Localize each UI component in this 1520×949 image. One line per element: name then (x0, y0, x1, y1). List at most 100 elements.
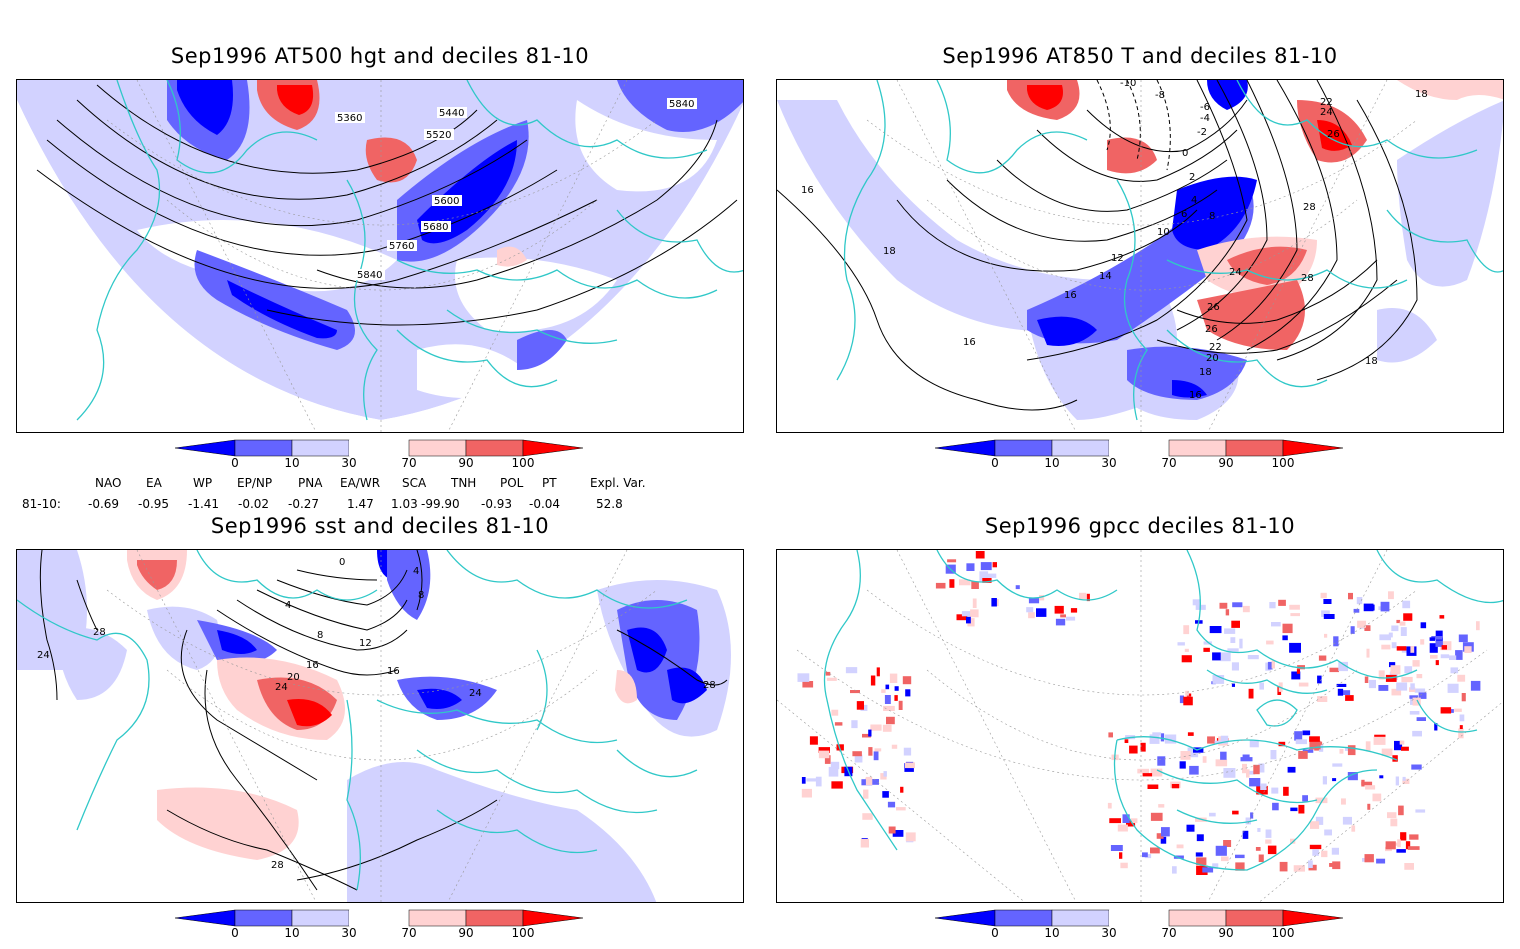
precip-decile-cell (1323, 599, 1332, 604)
precip-decile-cell (1309, 736, 1320, 742)
precip-decile-cell (1256, 785, 1268, 795)
precip-decile-cell (1435, 637, 1443, 647)
precip-decile-cell (870, 779, 879, 785)
precip-decile-cell (1164, 734, 1177, 744)
precip-decile-cell (1282, 635, 1288, 641)
index-value: -0.95 (138, 497, 170, 511)
contour-label: 18 (1365, 356, 1378, 367)
precip-decile-cell (1289, 642, 1301, 653)
precip-decile-cell (1055, 618, 1066, 626)
precip-decile-cell (1028, 598, 1040, 604)
precip-decile-cell (1368, 679, 1376, 689)
precip-decile-cell (1220, 735, 1229, 744)
contour-label: 26 (1207, 302, 1220, 313)
precip-decile-cell (1287, 766, 1296, 773)
precip-decile-cell (1324, 633, 1328, 638)
precip-decile-cell (1379, 634, 1391, 641)
colorbar-tick: 70 (1161, 926, 1177, 940)
precip-decile-cell (1142, 773, 1153, 777)
contour-label: 24 (37, 650, 50, 661)
precip-decile-cell (1396, 849, 1406, 853)
precip-decile-cell (1459, 714, 1465, 722)
precip-decile-cell (1214, 740, 1222, 744)
precip-decile-cell (1366, 648, 1370, 658)
precip-decile-cell (1249, 739, 1259, 748)
precip-decile-cell (1395, 776, 1399, 786)
precip-decile-cell (1332, 778, 1337, 782)
precip-decile-cell (1140, 742, 1146, 752)
precip-decile-cell (830, 761, 840, 770)
precip-decile-cell (1186, 693, 1192, 697)
colorbar-tick: 100 (511, 456, 535, 470)
precip-decile-cell (1232, 810, 1239, 815)
precip-decile-cell (1441, 645, 1447, 650)
precip-decile-cell (1242, 605, 1250, 613)
precip-decile-cell (1242, 830, 1249, 839)
precip-decile-cell (967, 618, 975, 627)
precip-decile-cell (1110, 845, 1123, 851)
colorbar-tick: 0 (231, 456, 239, 470)
precip-decile-cell (961, 611, 973, 617)
precip-decile-cell (1260, 783, 1267, 790)
precip-decile-cell (876, 667, 880, 677)
contour-label: 28 (1301, 273, 1314, 284)
contour-label: 5840 (357, 270, 382, 281)
precip-decile-cell (1431, 636, 1443, 640)
precip-decile-cell (956, 614, 968, 621)
precip-decile-cell (1309, 740, 1321, 750)
contour-label: 8 (317, 630, 323, 641)
precip-decile-cell (1365, 785, 1376, 790)
precip-decile-cell (905, 762, 915, 769)
precip-decile-cell (1402, 600, 1411, 609)
precip-decile-cell (1348, 592, 1353, 600)
precip-decile-cell (1381, 644, 1391, 650)
contour-label: 24 (1229, 267, 1242, 278)
precip-decile-cell (1271, 660, 1275, 669)
precip-decile-cell (1363, 603, 1374, 612)
precip-decile-cell (1290, 613, 1300, 617)
colorbar-tick: 90 (1218, 926, 1234, 940)
precip-decile-cell (1331, 847, 1339, 855)
precip-decile-cell (1339, 749, 1344, 754)
precip-decile-cell (1086, 593, 1090, 602)
precip-decile-cell (1270, 750, 1277, 760)
colorbar-tick: 90 (1218, 456, 1234, 470)
contour-label: 26 (1327, 129, 1340, 140)
colorbar-tick: 70 (401, 456, 417, 470)
precip-decile-cell (1172, 866, 1177, 874)
precip-decile-cell (975, 551, 985, 559)
precip-decile-cell (1297, 665, 1305, 670)
precip-decile-cell (1356, 597, 1363, 605)
colorbar-tick: 30 (1101, 456, 1117, 470)
panel-title-gpcc: Sep1996 gpcc deciles 81-10 (984, 514, 1296, 538)
precip-decile-cell (1160, 733, 1165, 742)
panel-title-t850: Sep1996 AT850 T and deciles 81-10 (942, 44, 1338, 68)
precip-decile-cell (1180, 751, 1191, 760)
index-header: PT (542, 476, 557, 490)
precip-decile-cell (1434, 723, 1438, 731)
precip-decile-cell (882, 724, 892, 732)
colorbar-tick: 10 (1044, 926, 1060, 940)
precip-decile-cell (1338, 661, 1348, 672)
precip-decile-cell (1179, 695, 1184, 704)
precip-decile-cell (1278, 599, 1286, 606)
precip-decile-cell (1212, 652, 1221, 661)
precip-decile-cell (863, 789, 869, 799)
precip-decile-cell (1212, 863, 1219, 869)
precip-decile-cell (809, 736, 818, 745)
precip-decile-cell (1409, 834, 1419, 840)
precip-decile-cell (1416, 717, 1426, 721)
precip-decile-cell (1347, 772, 1358, 781)
precip-decile-cell (1150, 812, 1163, 821)
precip-decile-cell (1407, 846, 1420, 850)
precip-decile-cell (885, 684, 890, 690)
precip-decile-cell (1235, 854, 1245, 859)
precip-decile-cell (1203, 647, 1210, 652)
precip-decile-cell (1124, 739, 1129, 743)
precip-decile-cell (1410, 683, 1415, 690)
precip-decile-cell (1399, 621, 1406, 626)
precip-decile-cell (1412, 660, 1420, 667)
precip-decile-cell (856, 701, 864, 710)
contour-label: 20 (1206, 353, 1219, 364)
precip-decile-cell (884, 695, 891, 704)
